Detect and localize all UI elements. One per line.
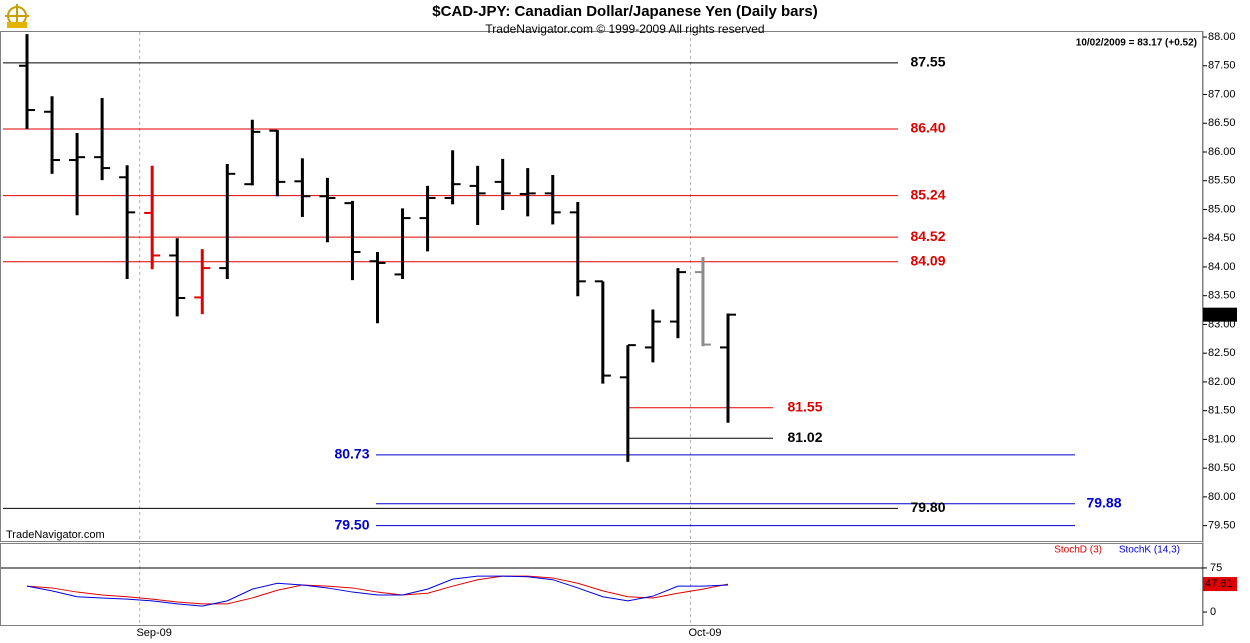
y-tick-label: 85.00 [1208,203,1236,215]
y-tick-label: 80.00 [1208,491,1236,503]
last-value-label: 83.17 [1205,309,1233,321]
y-tick-label: 75 [1210,562,1222,574]
info-text: 10/02/2009 = 83.17 (+0.52) [1076,38,1197,49]
level-label: 84.52 [910,228,945,244]
stoch-line [26,575,729,607]
level-label: 79.88 [1086,494,1121,510]
level-label: 80.73 [334,446,369,462]
last-value-box [1203,307,1237,322]
last-value-box [1203,577,1237,592]
y-tick-label: 80.50 [1208,462,1236,474]
y-tick-label: 82.00 [1208,376,1236,388]
chart-title: $CAD-JPY: Canadian Dollar/Japanese Yen (… [432,3,817,20]
y-tick-label: 81.00 [1208,433,1236,445]
logo [5,4,29,28]
y-tick-label: 84.50 [1208,232,1236,244]
level-label: 84.09 [910,252,945,268]
level-label: 87.55 [910,54,945,70]
level-label: 79.50 [334,516,369,532]
last-value-label: 47.61 [1205,578,1233,590]
y-tick-label: 81.50 [1208,405,1236,417]
y-tick-label: 83.50 [1208,290,1236,302]
y-tick-label: 88.00 [1208,31,1236,43]
legend-entry: StochD (3) [1054,545,1102,556]
y-tick-label: 79.50 [1208,520,1236,532]
level-label: 85.24 [910,186,945,202]
chart-subtitle: TradeNavigator.com © 1999-2009 All right… [485,22,764,36]
x-tick-label: Sep-09 [136,627,171,639]
y-tick-label: 0 [1210,606,1216,618]
legend-entry: StochK (14,3) [1119,545,1180,556]
level-label: 79.80 [910,499,945,515]
level-label: 81.02 [787,429,822,445]
y-tick-label: 87.00 [1208,88,1236,100]
level-label: 81.55 [787,398,822,414]
watermark: TradeNavigator.com [6,529,105,541]
y-tick-label: 82.50 [1208,347,1236,359]
y-tick-label: 86.50 [1208,117,1236,129]
y-tick-label: 85.50 [1208,175,1236,187]
y-tick-label: 87.50 [1208,60,1236,72]
stoch-line [26,575,729,605]
y-tick-label: 86.00 [1208,146,1236,158]
level-label: 86.40 [910,120,945,136]
x-tick-label: Oct-09 [688,627,721,639]
y-tick-label: 84.00 [1208,261,1236,273]
